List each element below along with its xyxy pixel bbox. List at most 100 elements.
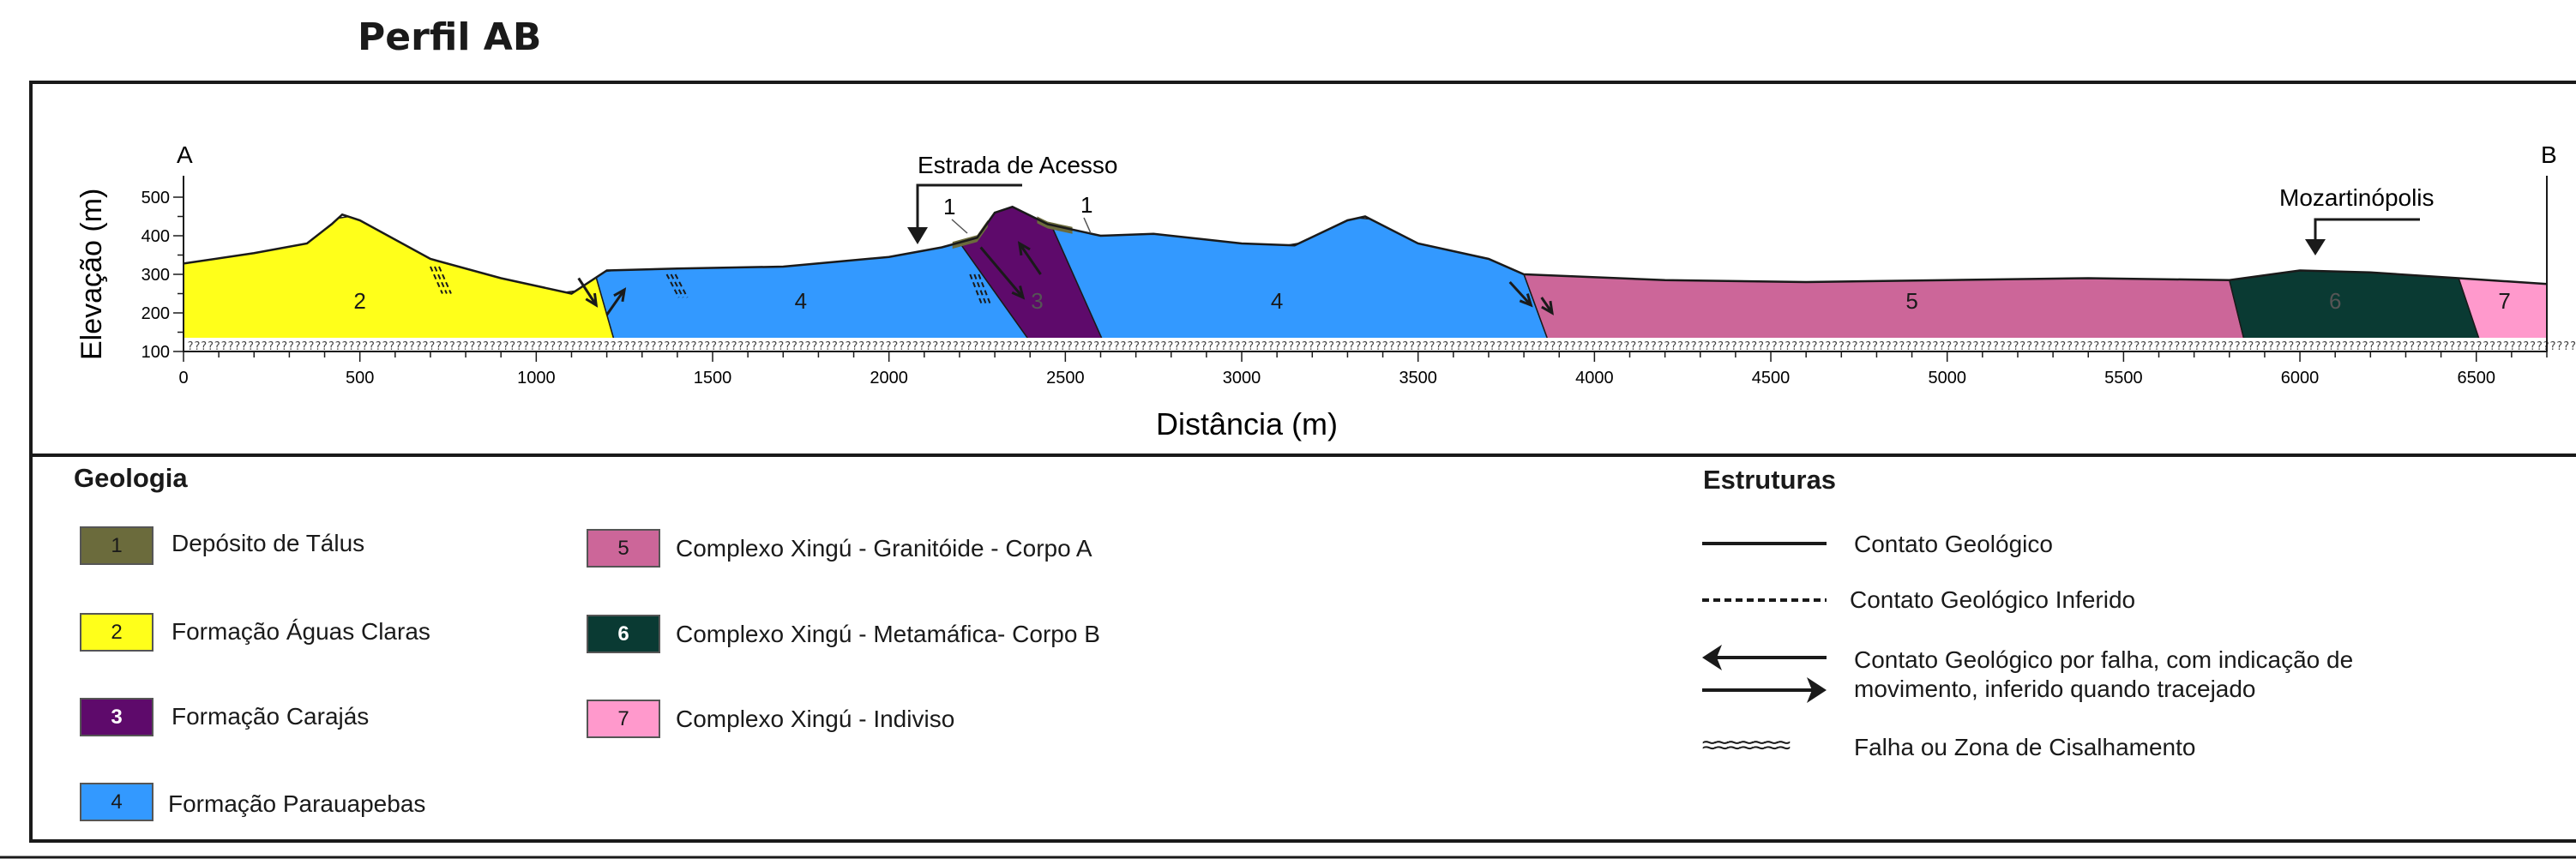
legend-label-7: Complexo Xingú - Indiviso	[676, 706, 955, 732]
y-tick-label: 200	[141, 304, 170, 323]
profile-unit-label-4: 4	[795, 288, 807, 314]
fault-arrow-head	[1519, 293, 1533, 308]
legend-num-6: 6	[617, 622, 629, 646]
shear-zone-mark	[665, 273, 680, 298]
x-tick-label: 4500	[1752, 369, 1791, 387]
legend-swatch-4: 4	[80, 783, 153, 821]
x-tick-label: 6000	[2281, 369, 2320, 387]
endpoint-a: A	[177, 141, 193, 168]
profile-unit-label-6: 6	[2329, 288, 2341, 314]
shear-zone-mark	[969, 273, 984, 306]
legend-swatch-3: 3	[80, 698, 153, 736]
talus-leader-right	[1083, 217, 1092, 234]
struct-label-contato: Contato Geológico	[1854, 531, 2053, 557]
profile-unit-label-5: 5	[1905, 288, 1917, 314]
shear-zone-mark	[434, 266, 448, 294]
y-tick-label: 100	[141, 343, 170, 362]
x-tick-label: 1500	[694, 369, 732, 387]
shear-zone-symbol: ≈≈≈≈≈≈≈	[1702, 731, 1791, 760]
mozartinopolis-arrowhead	[2305, 239, 2326, 255]
fault-arrow-shaft	[605, 289, 626, 316]
x-tick-label: 0	[178, 369, 188, 387]
fault-arrow-head	[1011, 285, 1026, 300]
profile-axes: 0 500 1000 1500 2000 2500 3000 3500 4000 4500 5000…	[141, 176, 2548, 387]
fault-arrow-shaft	[979, 246, 1025, 298]
mozartinopolis-pointer	[2314, 218, 2420, 244]
struct-label-falha-line2: movimento, inferido quando tracejado	[1854, 676, 2256, 702]
profile-unit-label-3: 3	[1031, 288, 1043, 314]
fault-arrow-shaft	[1540, 297, 1554, 314]
struct-label-shear: Falha ou Zona de Cisalhamento	[1854, 734, 2196, 760]
topographic-surface	[183, 205, 2548, 295]
shear-zone-mark	[674, 273, 689, 298]
x-tick-label: 5500	[2104, 369, 2143, 387]
legend-num-3: 3	[111, 705, 123, 729]
talus-leader-left	[951, 219, 968, 234]
geologia-heading: Geologia	[74, 463, 188, 493]
unknown-basement-strip	[184, 338, 2547, 351]
legend-label-1: Depósito de Tálus	[172, 530, 365, 556]
shear-zone-mark	[670, 273, 684, 298]
legend-num-4: 4	[111, 790, 123, 814]
x-tick-label: 3500	[1399, 369, 1437, 387]
struct-label-inferido: Contato Geológico Inferido	[1850, 586, 2136, 613]
fault-arrow-shaft	[1018, 243, 1042, 275]
estrada-label: Estrada de Acesso	[918, 152, 1117, 178]
legend-swatch-5: 5	[587, 529, 660, 568]
shear-zone-mark	[430, 266, 443, 294]
legend-label-4: Formação Parauapebas	[168, 790, 426, 817]
legend-frame	[29, 454, 2576, 843]
x-tick-label: 5000	[1928, 369, 1966, 387]
estrada-arrowhead	[907, 227, 928, 244]
falha-arrow-left-head	[1702, 645, 1722, 670]
legend-num-1: 1	[111, 533, 123, 557]
fault-arrow-shaft	[1508, 280, 1532, 307]
profile-unit-label-2: 2	[353, 288, 365, 314]
x-axis-label: Distância (m)	[1156, 406, 1338, 442]
legend-swatch-7: 7	[587, 700, 660, 738]
x-tick-label: 3000	[1223, 369, 1261, 387]
estrada-pointer	[916, 183, 1022, 233]
talus-label-left: 1	[943, 194, 955, 219]
profile-unit-label-4: 4	[1271, 288, 1283, 314]
x-tick-label: 500	[346, 369, 374, 387]
legend-swatch-6: 6	[587, 615, 660, 653]
legend-label-3: Formação Carajás	[172, 703, 370, 730]
legend-label-5: Complexo Xingú - Granitóide - Corpo A	[676, 535, 1092, 562]
fault-arrow-head	[1541, 300, 1554, 315]
legend-swatch-1: 1	[80, 526, 153, 565]
x-tick-label: 2000	[870, 369, 908, 387]
endpoint-b: B	[2541, 141, 2557, 168]
page-title: Perfil AB	[358, 15, 542, 59]
profile-unit-label-7: 7	[2498, 288, 2510, 314]
shear-zone-mark	[978, 273, 992, 306]
legend-num-5: 5	[617, 536, 629, 560]
shear-zone-mark	[973, 273, 988, 306]
fault-arrow-head	[585, 292, 599, 308]
y-tick-label: 300	[141, 266, 170, 285]
fault-arrow-shaft	[577, 277, 598, 306]
falha-arrow-right-head	[1807, 677, 1827, 703]
shear-zone-mark	[438, 266, 452, 294]
y-tick-label: 400	[141, 227, 170, 246]
legend-swatch-2: 2	[80, 613, 153, 652]
x-tick-label: 1000	[517, 369, 556, 387]
struct-label-falha-line1: Contato Geológico por falha, com indicaç…	[1854, 646, 2354, 673]
estruturas-heading: Estruturas	[1703, 465, 1837, 495]
fault-arrow-head	[613, 287, 627, 303]
x-tick-label: 2500	[1046, 369, 1085, 387]
unknown-basement-marks: ????????????????????????????????????????…	[187, 340, 2576, 353]
x-tick-label: 6500	[2457, 369, 2495, 387]
unit-2-aguas-claras	[183, 215, 618, 352]
geologic-units: ????????????????????????????????????????…	[183, 205, 2576, 353]
legend-num-7: 7	[617, 706, 629, 730]
y-axis-label: Elevação (m)	[75, 189, 108, 360]
y-tick-label: 500	[141, 189, 170, 207]
fault-arrow-head	[1017, 241, 1031, 256]
legend-num-2: 2	[111, 620, 123, 644]
unit-4-parauapebas-east	[1050, 217, 1554, 352]
legend-label-6: Complexo Xingú - Metamáfica- Corpo B	[676, 621, 1100, 647]
x-tick-label: 4000	[1575, 369, 1614, 387]
legend-label-2: Formação Águas Claras	[172, 618, 430, 645]
